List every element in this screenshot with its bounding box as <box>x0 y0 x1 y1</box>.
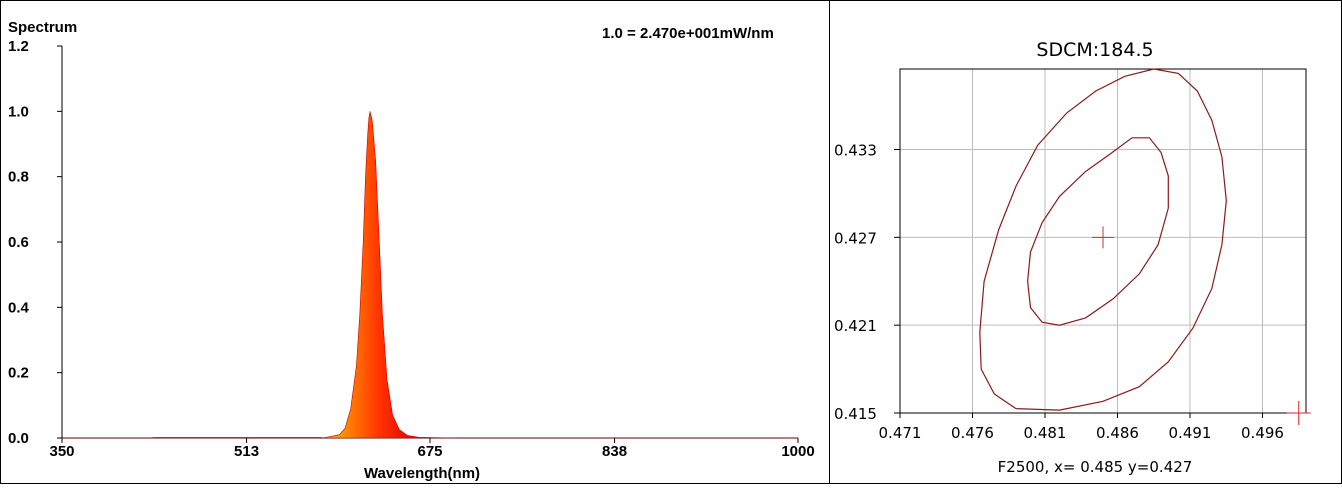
spectrum-x-tick-label: 838 <box>602 443 627 460</box>
sdcm-title: SDCM:184.5 <box>1036 39 1153 61</box>
sdcm-y-tick-label: 0.415 <box>834 405 877 423</box>
spectrum-area <box>62 111 798 438</box>
spectrum-chart: Spectrum 1.0 = 2.470e+001mW/nm Wavelengt… <box>8 19 815 482</box>
spectrum-scale-note: 1.0 = 2.470e+001mW/nm <box>602 25 774 42</box>
sdcm-y-tick-label: 0.433 <box>834 142 877 160</box>
spectrum-x-tick-label: 675 <box>417 443 442 460</box>
spectrum-y-tick-label: 0.4 <box>8 299 30 316</box>
spectrum-x-tick-label: 350 <box>49 443 74 460</box>
sdcm-y-tick-label: 0.427 <box>834 229 877 247</box>
sdcm-y-tick-label: 0.421 <box>834 317 877 335</box>
spectrum-y-tick-label: 1.2 <box>8 38 29 55</box>
sdcm-x-tick-label: 0.471 <box>879 424 922 442</box>
spectrum-x-tick-label: 513 <box>234 443 259 460</box>
spectrum-title: Spectrum <box>8 19 77 36</box>
spectrum-y-tick-label: 1.0 <box>8 103 29 120</box>
spectrum-y-tick-label: 0.0 <box>8 430 29 447</box>
spectrum-x-tick-label: 1000 <box>781 443 814 460</box>
sdcm-panel-border <box>830 1 1342 484</box>
spectrum-y-tick-label: 0.8 <box>8 169 29 186</box>
sdcm-x-tick-label: 0.476 <box>951 424 994 442</box>
spectrum-x-axis-label: Wavelength(nm) <box>364 465 480 482</box>
spectrum-y-tick-label: 0.2 <box>8 365 29 382</box>
spectrum-panel-border <box>1 1 830 484</box>
sdcm-inner-ellipse <box>1028 138 1169 325</box>
sdcm-x-tick-label: 0.481 <box>1024 424 1067 442</box>
spectrum-y-tick-label: 0.6 <box>8 234 29 251</box>
sdcm-x-tick-label: 0.496 <box>1241 424 1284 442</box>
sdcm-chart: SDCM:184.5 F2500, x= 0.485 y=0.427 0.415… <box>834 39 1311 476</box>
sdcm-x-tick-label: 0.486 <box>1096 424 1139 442</box>
sdcm-footer: F2500, x= 0.485 y=0.427 <box>998 458 1193 476</box>
sdcm-x-tick-label: 0.491 <box>1169 424 1212 442</box>
